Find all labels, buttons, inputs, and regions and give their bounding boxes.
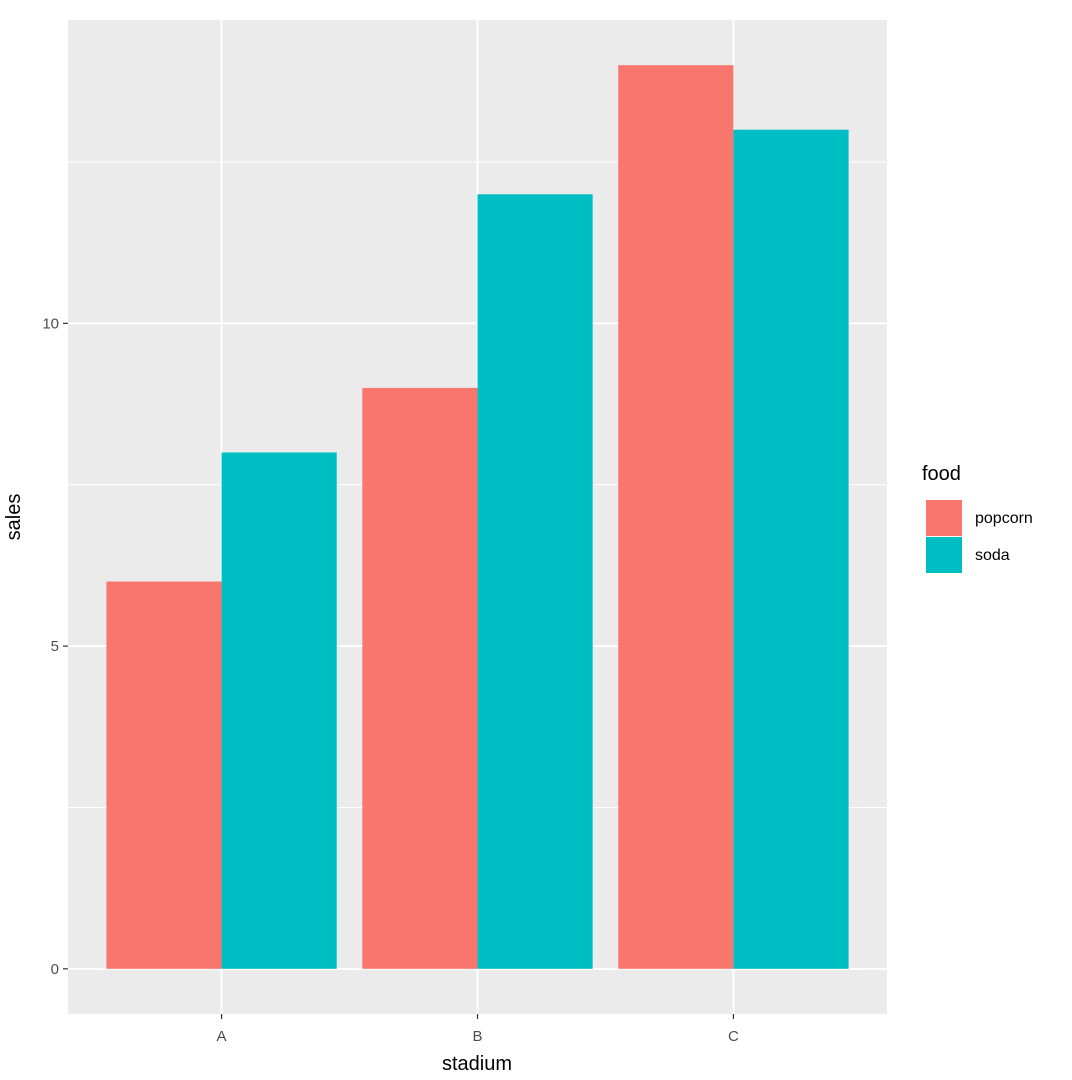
legend-label-popcorn: popcorn xyxy=(975,510,1033,527)
bar-soda-C xyxy=(733,129,849,969)
y-tick-label: 0 xyxy=(51,961,59,978)
y-tick-label: 5 xyxy=(51,638,59,655)
legend: food popcorn soda xyxy=(922,463,1033,573)
legend-key-popcorn xyxy=(926,500,962,536)
bar-popcorn-B xyxy=(362,387,478,969)
legend-key-soda xyxy=(926,537,962,573)
y-axis-title: sales xyxy=(3,494,25,541)
bar-popcorn-A xyxy=(106,581,222,969)
bar-soda-B xyxy=(477,194,593,969)
y-tick-label: 10 xyxy=(42,315,59,332)
bars xyxy=(106,65,849,969)
x-tick-label: B xyxy=(472,1028,482,1045)
legend-label-soda: soda xyxy=(975,547,1010,564)
x-axis-ticks: A B C xyxy=(217,1014,739,1045)
bar-popcorn-C xyxy=(618,65,734,969)
x-tick-label: C xyxy=(728,1028,739,1045)
bar-soda-A xyxy=(221,452,337,969)
x-axis-title: stadium xyxy=(442,1053,512,1075)
y-axis-ticks: 0 5 10 xyxy=(42,315,68,978)
x-tick-label: A xyxy=(217,1028,227,1045)
legend-title: food xyxy=(922,463,961,485)
